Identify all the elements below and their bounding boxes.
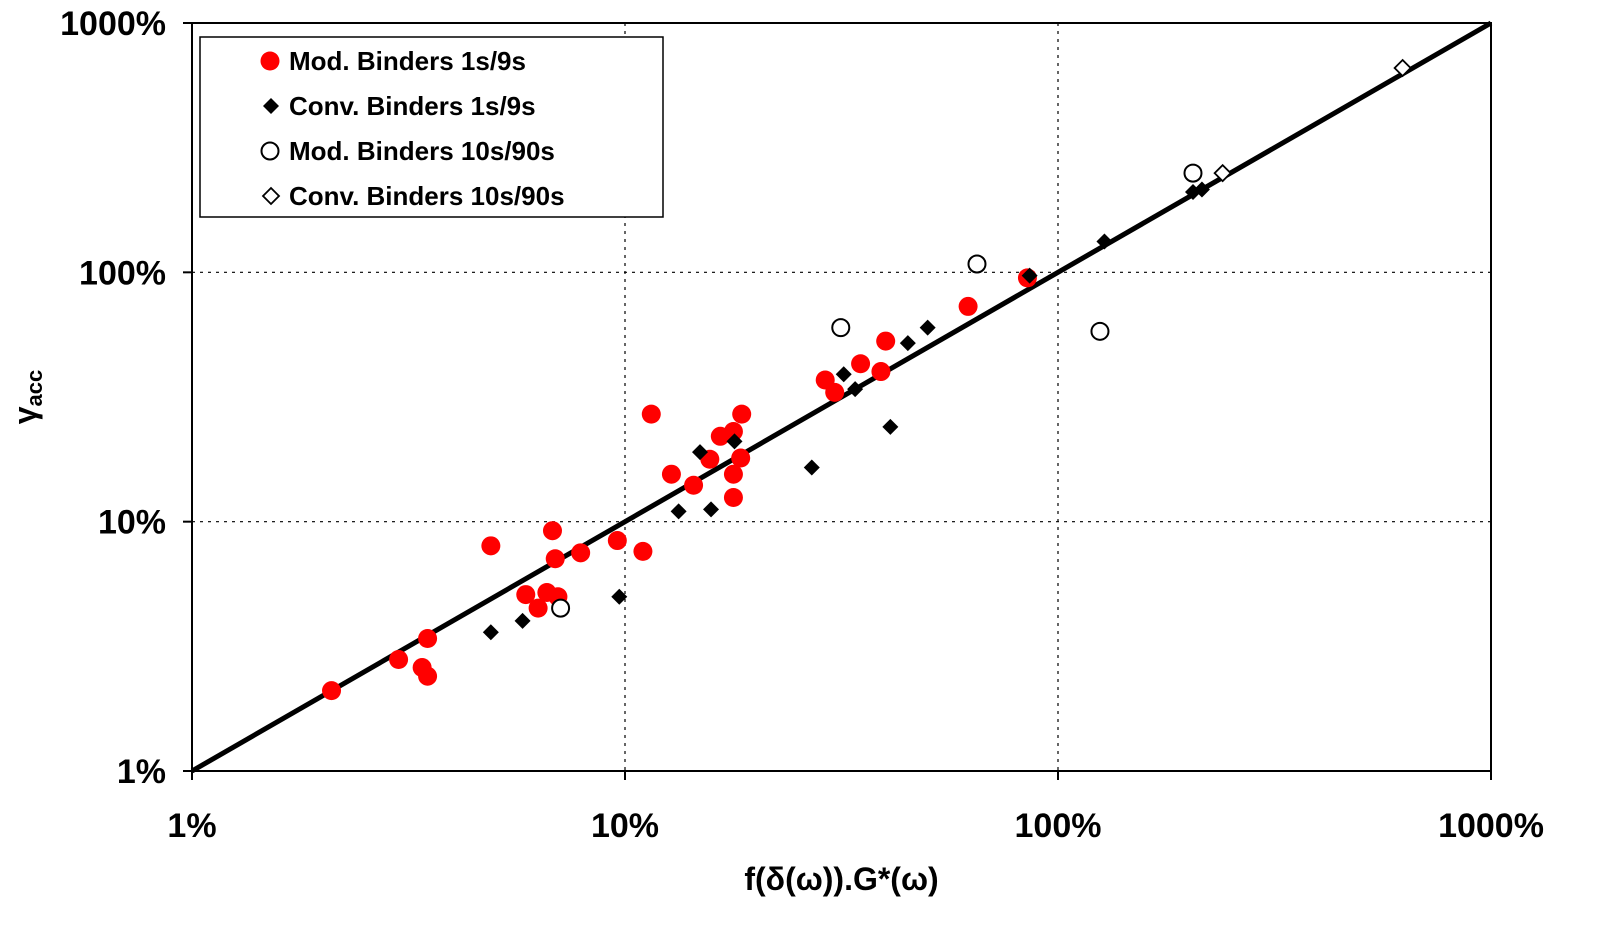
legend-label: Mod. Binders 10s/90s — [289, 136, 555, 166]
legend-marker — [260, 51, 280, 71]
data-point — [684, 475, 704, 495]
y-axis-label-main: γ — [7, 406, 43, 424]
y-tick-label: 1000% — [60, 5, 166, 43]
data-point — [516, 585, 536, 605]
data-point — [847, 381, 864, 398]
data-point — [726, 433, 743, 450]
grid-lines — [192, 23, 1491, 771]
data-point — [1090, 321, 1110, 341]
x-tick-label: 10% — [591, 807, 659, 845]
legend-label: Conv. Binders 1s/9s — [289, 91, 536, 121]
data-point — [691, 444, 708, 461]
data-point — [1021, 267, 1038, 284]
data-point — [1393, 58, 1412, 78]
data-point — [1193, 181, 1210, 198]
data-point — [835, 366, 852, 383]
data-point — [882, 418, 899, 435]
data-point — [551, 598, 571, 618]
data-point — [851, 354, 871, 374]
data-point — [1183, 163, 1203, 183]
data-point — [514, 612, 531, 629]
data-point — [723, 421, 743, 441]
data-point — [723, 464, 743, 484]
y-tick-label: 10% — [98, 504, 166, 542]
data-point — [731, 448, 751, 468]
data-point — [545, 549, 565, 569]
data-point — [899, 335, 916, 352]
data-point — [481, 536, 501, 556]
data-point — [1096, 233, 1113, 250]
legend-marker — [260, 141, 280, 161]
axis-ticks: 1% 10% 100% 1000% 1% 10% 100% 1000% — [60, 5, 1544, 845]
data-point — [732, 404, 752, 424]
data-point — [641, 404, 661, 424]
data-point — [661, 464, 681, 484]
data-point — [482, 624, 499, 641]
data-point — [611, 588, 628, 605]
data-point — [418, 666, 438, 686]
data-point — [542, 521, 562, 541]
data-point — [528, 598, 548, 618]
y-tick-label: 100% — [79, 254, 166, 292]
y-tick-label: 1% — [117, 753, 166, 791]
series-1 — [322, 268, 1037, 701]
legend-label: Mod. Binders 1s/9s — [289, 46, 526, 76]
x-axis-label: f(δ(ω)).G*(ω) — [744, 861, 938, 897]
data-point — [633, 541, 653, 561]
legend-marker — [263, 98, 279, 114]
data-point — [571, 543, 591, 563]
data-point — [803, 459, 820, 476]
data-points — [322, 58, 1412, 701]
data-point — [703, 501, 720, 518]
data-point — [871, 362, 891, 382]
x-tick-label: 1% — [167, 807, 216, 845]
data-point — [607, 531, 627, 551]
y-axis-label: γacc — [7, 370, 47, 425]
legend-marker — [261, 186, 281, 206]
data-point — [958, 296, 978, 316]
plot-area-border — [191, 22, 1492, 772]
data-point — [418, 628, 438, 648]
data-point — [1213, 163, 1232, 183]
data-point — [825, 382, 845, 402]
series-3 — [551, 163, 1203, 618]
x-tick-label: 100% — [1015, 807, 1102, 845]
data-point — [919, 319, 936, 336]
data-point — [670, 503, 687, 520]
data-point — [876, 331, 896, 351]
y-axis-label-subscript: acc — [22, 370, 47, 407]
series-2 — [482, 181, 1210, 641]
data-point — [723, 488, 743, 508]
legend-label: Conv. Binders 10s/90s — [289, 181, 565, 211]
data-point — [831, 318, 851, 338]
legend: Mod. Binders 1s/9s Conv. Binders 1s/9s Mod… — [199, 36, 664, 218]
data-point — [967, 254, 987, 274]
series-4 — [1213, 58, 1412, 183]
x-tick-label: 1000% — [1438, 807, 1544, 845]
data-point — [322, 681, 342, 701]
data-point — [389, 650, 409, 670]
